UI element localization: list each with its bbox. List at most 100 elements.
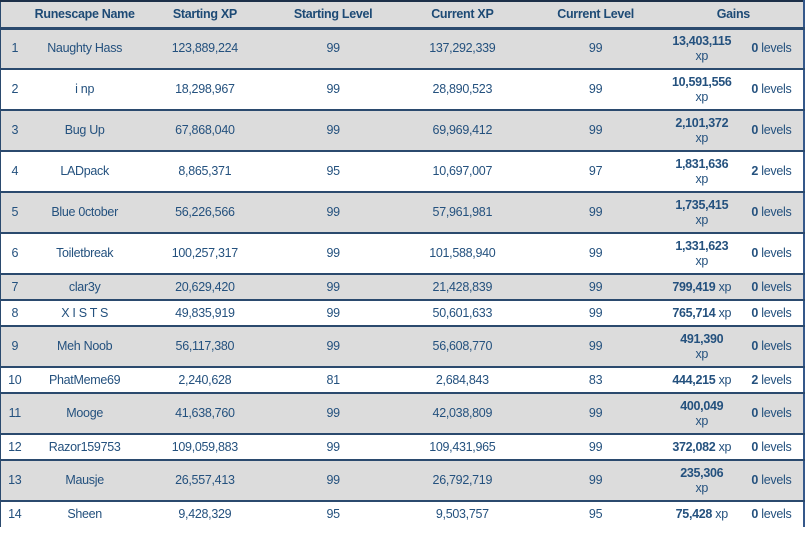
gains-levels-value: 2 xyxy=(751,164,759,178)
starting-xp-cell: 56,226,566 xyxy=(141,192,269,233)
gains-xp-cell: 10,591,556 xp xyxy=(664,69,740,110)
rank-value: 2 xyxy=(11,82,19,96)
starting-level-cell: 99 xyxy=(269,460,397,501)
starting-level-cell: 81 xyxy=(269,367,397,393)
levels-unit-label: levels xyxy=(761,507,792,521)
gains-xp-cell: 765,714 xp xyxy=(664,300,740,326)
current-xp-value: 69,969,412 xyxy=(432,123,493,137)
starting-level-value: 95 xyxy=(326,164,340,178)
starting-level-cell: 99 xyxy=(269,393,397,434)
current-level-cell: 99 xyxy=(527,69,663,110)
player-name: X I S T S xyxy=(61,305,109,320)
starting-xp-cell: 49,835,919 xyxy=(141,300,269,326)
starting-level-cell: 99 xyxy=(269,69,397,110)
starting-level-value: 95 xyxy=(326,507,340,521)
rank-value: 8 xyxy=(11,305,19,320)
gains-xp-value: 13,403,115 xyxy=(672,33,732,48)
player-name: Sheen xyxy=(67,507,102,521)
current-xp-cell: 137,292,339 xyxy=(397,28,527,69)
current-xp-value: 9,503,757 xyxy=(435,507,489,521)
levels-unit-label: levels xyxy=(761,339,792,353)
xp-unit-label: xp xyxy=(718,305,732,320)
rank-cell: 13 xyxy=(1,460,29,501)
starting-xp-cell: 20,629,420 xyxy=(141,274,269,300)
starting-xp-cell: 26,557,413 xyxy=(141,460,269,501)
starting-level-value: 99 xyxy=(326,82,340,96)
current-level-value: 95 xyxy=(588,507,603,521)
starting-xp-cell: 41,638,760 xyxy=(141,393,269,434)
starting-level-cell: 99 xyxy=(269,434,397,460)
starting-xp-cell: 18,298,967 xyxy=(141,69,269,110)
table-row: 10 PhatMeme69 2,240,628 81 2,684,843 83 … xyxy=(0,367,804,393)
gains-xp-cell: 13,403,115 xp xyxy=(664,28,740,69)
starting-xp-value: 109,059,883 xyxy=(171,439,239,454)
gains-levels-cell: 0 levels xyxy=(740,393,804,434)
gains-xp-value: 1,331,623 xyxy=(675,238,729,253)
gains-levels-value: 0 xyxy=(751,123,759,137)
current-level-value: 99 xyxy=(588,473,603,487)
player-name: Razor159753 xyxy=(48,439,121,454)
player-name: Mausje xyxy=(65,473,104,487)
starting-level-value: 81 xyxy=(326,372,340,387)
table-row: 6 Toiletbreak 100,257,317 99 101,588,940… xyxy=(0,233,804,274)
gains-levels-cell: 0 levels xyxy=(740,326,804,367)
starting-xp-value: 20,629,420 xyxy=(175,279,235,294)
table-row: 9 Meh Noob 56,117,380 99 56,608,770 99 4… xyxy=(0,326,804,367)
current-xp-cell: 42,038,809 xyxy=(397,393,527,434)
player-name-cell: Toiletbreak xyxy=(29,233,141,274)
rank-value: 5 xyxy=(11,205,19,219)
rank-value: 6 xyxy=(11,246,19,260)
rank-value: 4 xyxy=(11,164,19,178)
starting-level-value: 99 xyxy=(326,246,340,260)
starting-level-value: 99 xyxy=(326,406,340,420)
rank-cell: 9 xyxy=(1,326,29,367)
gains-xp-value: 491,390 xyxy=(680,331,724,346)
gains-xp-value: 765,714 xyxy=(672,305,716,320)
gains-xp-value: 372,082 xyxy=(672,439,716,454)
player-name: clar3y xyxy=(68,279,101,294)
player-name: PhatMeme69 xyxy=(48,372,121,387)
gains-levels-value: 0 xyxy=(751,82,759,96)
current-xp-value: 42,038,809 xyxy=(432,406,493,420)
gains-xp-value: 444,215 xyxy=(672,372,716,387)
current-xp-value: 56,608,770 xyxy=(432,339,493,353)
player-name-cell: PhatMeme69 xyxy=(29,367,141,393)
starting-level-cell: 99 xyxy=(269,192,397,233)
gains-levels-value: 0 xyxy=(751,305,759,320)
xp-unit-label: xp xyxy=(718,372,732,387)
current-level-value: 99 xyxy=(588,279,603,294)
starting-xp-value: 123,889,224 xyxy=(171,41,239,56)
rank-cell: 7 xyxy=(1,274,29,300)
starting-level-cell: 99 xyxy=(269,326,397,367)
current-level-cell: 99 xyxy=(527,460,663,501)
rank-value: 13 xyxy=(8,473,22,487)
gains-levels-value: 0 xyxy=(751,473,759,487)
rank-cell: 5 xyxy=(1,192,29,233)
table-row: 11 Mooge 41,638,760 99 42,038,809 99 400… xyxy=(0,393,804,434)
gains-levels-cell: 0 levels xyxy=(740,501,804,527)
player-name-cell: Mooge xyxy=(29,393,141,434)
current-level-value: 99 xyxy=(588,123,603,137)
player-name: Meh Noob xyxy=(57,339,113,353)
rank-value: 3 xyxy=(11,123,19,137)
starting-xp-cell: 9,428,329 xyxy=(141,501,269,527)
gains-levels-cell: 2 levels xyxy=(740,151,804,192)
header-starting-xp: Starting XP xyxy=(140,1,269,30)
current-level-value: 99 xyxy=(588,82,603,96)
starting-level-cell: 95 xyxy=(269,151,397,192)
starting-xp-value: 9,428,329 xyxy=(178,507,232,521)
current-level-value: 99 xyxy=(588,406,603,420)
levels-unit-label: levels xyxy=(761,205,792,219)
table-header: Runescape Name Starting XP Starting Leve… xyxy=(0,1,804,30)
current-xp-value: 28,890,523 xyxy=(432,82,493,96)
xp-unit-label: xp xyxy=(695,346,709,361)
starting-xp-value: 41,638,760 xyxy=(175,406,235,420)
current-xp-value: 109,431,965 xyxy=(429,439,496,454)
starting-xp-value: 26,557,413 xyxy=(175,473,235,487)
rank-cell: 3 xyxy=(1,110,29,151)
current-level-cell: 99 xyxy=(527,393,663,434)
starting-level-cell: 99 xyxy=(269,110,397,151)
gains-levels-value: 0 xyxy=(751,205,759,219)
xp-unit-label: xp xyxy=(695,130,709,145)
levels-unit-label: levels xyxy=(761,406,792,420)
